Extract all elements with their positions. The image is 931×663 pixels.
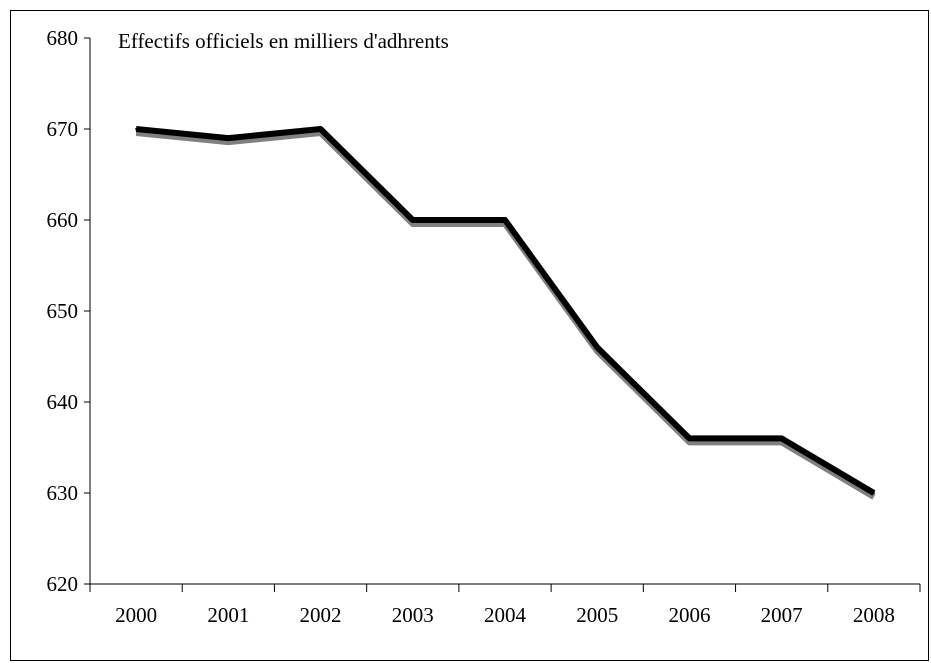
data-point-2005 (596, 346, 599, 349)
y-tick-label: 640 (47, 390, 79, 414)
x-tick-label: 2001 (207, 603, 249, 627)
x-tick-label: 2003 (392, 603, 434, 627)
x-tick-label: 2002 (300, 603, 342, 627)
data-point-2006 (688, 437, 691, 440)
chart-title: Effectifs officiels en milliers d'adhren… (118, 29, 449, 53)
y-tick-label: 660 (47, 208, 79, 232)
y-tick-label: 650 (47, 299, 79, 323)
x-tick-label: 2000 (115, 603, 157, 627)
data-point-2002 (319, 128, 322, 130)
data-point-2003 (411, 219, 414, 221)
series-line-shadow (135, 130, 876, 500)
y-tick-label: 680 (47, 26, 79, 50)
data-point-2001 (227, 137, 230, 140)
x-tick-label: 2004 (484, 603, 527, 627)
data-point-2008 (872, 492, 875, 494)
series-layer (135, 126, 876, 500)
x-tick-label: 2007 (761, 603, 803, 627)
data-point-2000 (135, 128, 138, 130)
x-ticks: 2000 2001 2002 2003 2004 2005 2006 2007 2008 (89, 584, 921, 627)
x-tick-label: 2005 (576, 603, 618, 627)
data-point-2004 (504, 219, 506, 221)
axes (89, 38, 920, 585)
chart-frame (10, 10, 929, 661)
x-tick-label: 2006 (668, 603, 710, 627)
data-point-2007 (780, 437, 783, 440)
y-ticks: 620 630 640 650 660 670 680 (47, 26, 90, 596)
y-tick-label: 620 (47, 572, 79, 596)
series-line (135, 126, 876, 496)
y-tick-label: 630 (47, 481, 79, 505)
x-tick-label: 2008 (853, 603, 895, 627)
y-tick-label: 670 (47, 117, 79, 141)
